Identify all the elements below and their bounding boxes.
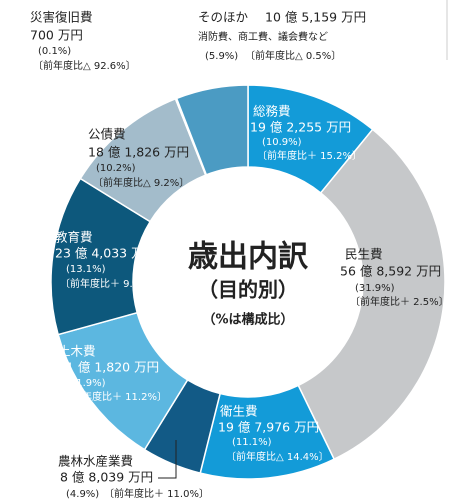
other-detail: 消防費、商工費、議会費など: [198, 30, 328, 43]
change-label: 〔前年度比△ 0.5%〕: [245, 49, 341, 62]
percent-label: (10.2%): [96, 163, 136, 174]
category-label: 総務費: [253, 104, 291, 119]
leader-line: [158, 440, 177, 479]
amount-label: 10 億 5,159 万円: [265, 10, 366, 25]
chart-note: （%は構成比）: [202, 312, 293, 328]
amount-label: 56 億 8,592 万円: [340, 264, 441, 279]
category-label: 災害復旧費: [30, 10, 93, 25]
change-label: 〔前年度比△ 92.6%〕: [33, 59, 136, 72]
change-label: 〔前年度比＋ 15.2%〕: [257, 149, 362, 162]
change-label: 〔前年度比△ 14.4%〕: [226, 450, 329, 463]
amount-label: 19 億 2,255 万円: [250, 120, 351, 135]
percent-label: (5.9%): [205, 51, 238, 62]
change-label: 〔前年度比＋ 11.0%〕: [104, 487, 209, 500]
change-label: 〔前年度比＋ 11.2%〕: [62, 390, 167, 403]
amount-label: 700 万円: [30, 28, 83, 43]
category-label: そのほか: [198, 10, 249, 25]
percent-label: (11.9%): [66, 378, 106, 389]
chart-title: 歳出内訳: [188, 240, 309, 275]
category-label: 衛生費: [220, 404, 258, 419]
donut-slice: [175, 84, 249, 176]
percent-label: (11.1%): [232, 437, 272, 448]
donut-slice: [297, 128, 446, 461]
amount-label: 19 億 7,976 万円: [218, 420, 319, 435]
change-label: 〔前年度比＋ 9.0%〕: [60, 277, 159, 290]
percent-label: (13.1%): [66, 264, 106, 275]
percent-label: (31.9%): [355, 283, 395, 294]
change-label: 〔前年度比△ 9.2%〕: [93, 176, 189, 189]
category-label: 農林水産業費: [58, 454, 133, 469]
percent-label: (4.9%): [66, 489, 99, 500]
category-label: 公債費: [88, 127, 126, 142]
chart-subtitle: （目的別）: [198, 278, 298, 302]
amount-label: 18 億 1,826 万円: [88, 145, 189, 160]
percent-label: (0.1%): [38, 46, 71, 57]
category-label: 土木費: [58, 344, 96, 359]
amount-label: 21 億 1,820 万円: [58, 360, 159, 375]
change-label: 〔前年度比＋ 2.5%〕: [350, 295, 449, 308]
amount-label: 8 億 8,039 万円: [60, 470, 153, 485]
category-label: 民生費: [345, 247, 383, 262]
category-label: 教育費: [55, 230, 93, 245]
percent-label: (10.9%): [262, 137, 302, 148]
amount-label: 23 億 4,033 万円: [55, 246, 156, 261]
